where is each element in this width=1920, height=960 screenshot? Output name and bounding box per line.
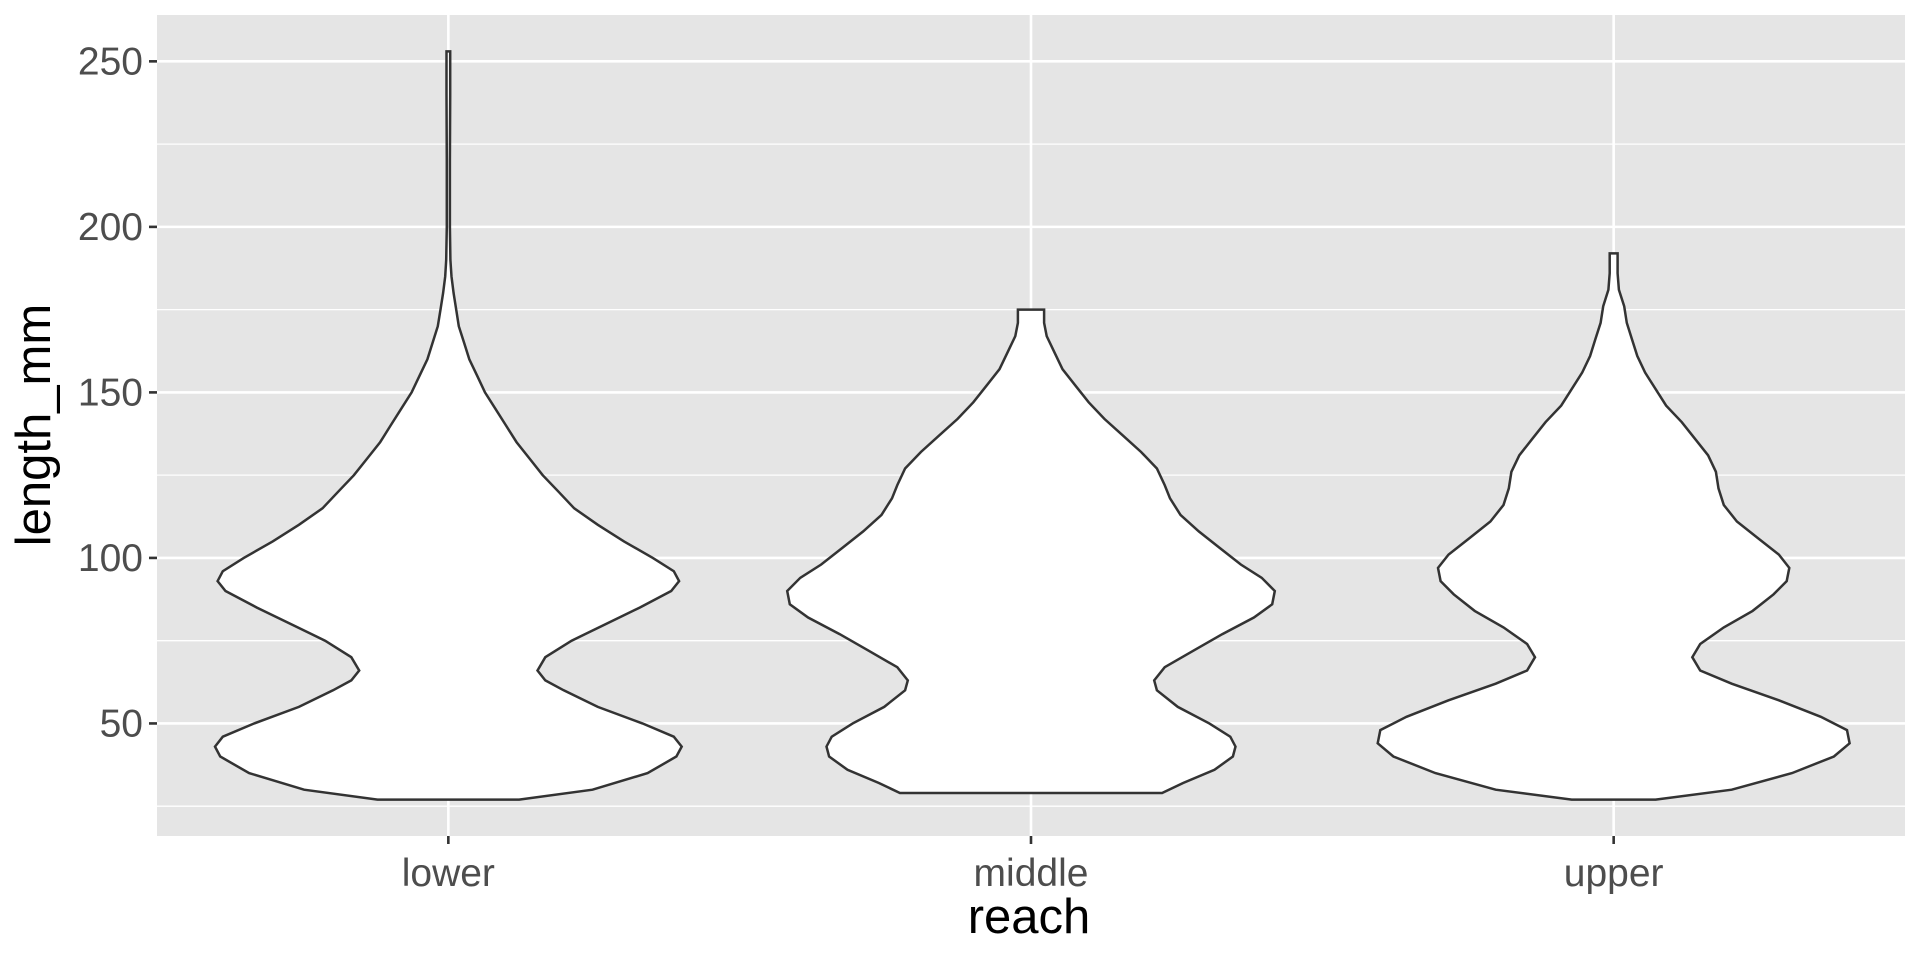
violin-upper [1376,252,1851,801]
violins [213,50,1851,801]
y-tick-label: 250 [78,40,143,83]
y-tick-label: 50 [100,702,143,745]
y-tick-label: 100 [78,537,143,580]
axes: 50 100 150 200 250 lower middle upper [78,40,1664,895]
y-tick-label: 150 [78,371,143,414]
x-tick-label: upper [1564,852,1664,895]
violin-lower [213,50,684,801]
x-tick-label: lower [402,852,495,895]
y-axis-title: length_mm [7,304,61,546]
x-tick-label: middle [974,852,1089,895]
y-tick-label: 200 [78,206,143,249]
violin-middle [785,308,1277,795]
x-axis-title: reach [968,890,1091,944]
